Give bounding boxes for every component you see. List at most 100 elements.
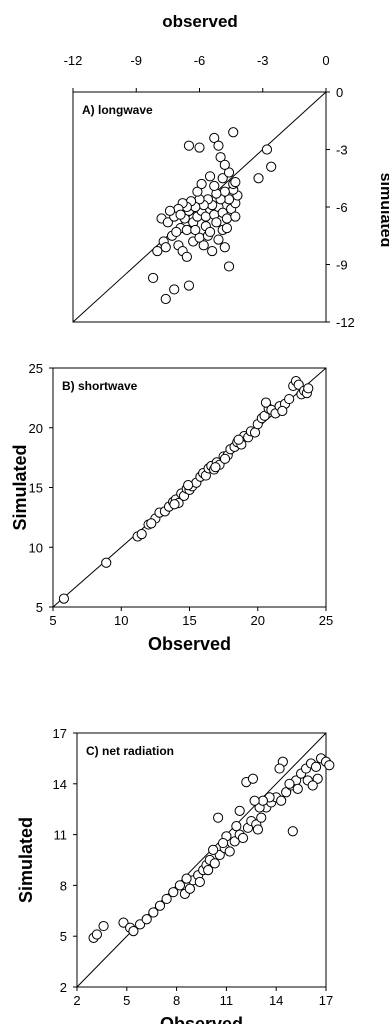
data-point <box>221 222 233 234</box>
data-point <box>214 849 225 861</box>
data-point <box>146 518 157 529</box>
data-point <box>196 178 207 190</box>
y-tick-label: 14 <box>53 777 67 792</box>
data-point <box>260 397 272 408</box>
data-point <box>198 240 209 251</box>
y-axis-title: Simulated <box>10 444 30 530</box>
y-tick-label: 5 <box>60 929 67 944</box>
y-tick-label: -9 <box>336 258 348 273</box>
data-point <box>249 795 260 806</box>
data-point <box>175 209 186 220</box>
x-tick-label: 10 <box>114 613 128 628</box>
data-point <box>91 929 103 940</box>
x-tick-label: -9 <box>130 53 142 68</box>
data-point <box>253 173 264 184</box>
data-point <box>181 873 192 884</box>
data-point <box>256 812 267 823</box>
data-point <box>312 773 323 784</box>
y-tick-label: 10 <box>29 540 43 555</box>
plot-frame <box>76 732 327 988</box>
y-axis-title: Simulated <box>16 817 36 903</box>
data-point <box>98 920 109 932</box>
x-tick-label: 5 <box>49 613 56 628</box>
data-point <box>181 224 192 236</box>
data-point <box>276 795 287 806</box>
data-point <box>217 173 228 184</box>
data-point <box>219 453 231 464</box>
x-tick-label: 2 <box>73 993 80 1008</box>
data-point <box>183 280 195 291</box>
y-tick-label: 8 <box>60 878 67 893</box>
data-point <box>58 593 70 604</box>
data-point <box>148 907 159 918</box>
x-axis-title: Observed <box>160 1014 243 1024</box>
data-point <box>292 783 303 794</box>
x-tick-label: 14 <box>269 993 283 1008</box>
x-tick-label: 15 <box>182 613 196 628</box>
x-tick-label: 20 <box>251 613 265 628</box>
panel-1: -12 -9 -6 -3 0 0 -3 -6 -9 -12 A) longwave observed s… <box>64 12 389 330</box>
data-point <box>303 383 314 394</box>
panel-2: 5 10 15 20 25 5 10 15 20 25 B) shortwave Observed Si… <box>10 361 333 654</box>
data-point <box>210 462 221 473</box>
y-tick-label: 0 <box>336 85 343 100</box>
data-point <box>233 434 244 445</box>
data-point <box>148 272 159 284</box>
data-point <box>152 245 163 257</box>
data-point <box>141 914 152 925</box>
data-point <box>209 132 220 144</box>
data-point <box>183 140 195 151</box>
data-point <box>261 144 273 155</box>
data-point <box>209 180 220 192</box>
data-point <box>190 224 201 236</box>
x-tick-label: 11 <box>220 993 234 1008</box>
y-tick-label: 15 <box>29 481 43 496</box>
data-point <box>171 226 182 238</box>
data-point <box>183 480 194 491</box>
data-point <box>161 893 172 905</box>
y-tick-label: -3 <box>336 143 348 158</box>
data-point <box>203 865 214 876</box>
panel-title: B) shortwave <box>62 379 138 393</box>
y-tick-label: 2 <box>60 980 67 995</box>
data-point <box>219 242 230 253</box>
data-point <box>169 499 180 510</box>
data-point <box>162 217 173 228</box>
data-point <box>228 127 239 138</box>
x-tick-label: 17 <box>319 993 333 1008</box>
panel-3: 2 5 8 11 14 17 2 5 8 11 14 17 C) net radiation Observ… <box>16 726 335 1024</box>
data-point <box>230 211 241 222</box>
data-point <box>192 186 203 197</box>
data-point <box>204 226 216 238</box>
data-point <box>231 821 242 832</box>
data-point <box>208 844 219 855</box>
data-point <box>324 760 335 771</box>
data-point <box>169 284 180 295</box>
panel-title: C) net radiation <box>86 744 174 758</box>
x-tick-label: 8 <box>173 993 180 1008</box>
x-tick-label: 0 <box>322 53 329 68</box>
data-point <box>274 763 285 774</box>
data-point <box>215 152 226 163</box>
data-point <box>247 773 259 784</box>
y-tick-label: 25 <box>29 361 43 376</box>
y-tick-label: -6 <box>336 200 348 215</box>
data-point <box>310 761 322 772</box>
data-point <box>249 427 261 438</box>
data-point <box>101 557 112 568</box>
data-point <box>217 837 229 849</box>
data-point <box>174 880 186 891</box>
data-point <box>128 926 139 937</box>
data-point <box>234 805 245 816</box>
data-point <box>164 205 176 216</box>
data-point <box>219 159 230 170</box>
x-tick-label: -3 <box>257 53 269 68</box>
x-tick-label: -12 <box>64 53 83 68</box>
data-point <box>154 900 166 911</box>
data-point <box>204 171 216 182</box>
data-point <box>266 161 277 172</box>
data-point <box>277 405 288 417</box>
data-point <box>213 812 224 823</box>
y-axis-title: simulated <box>377 173 389 248</box>
